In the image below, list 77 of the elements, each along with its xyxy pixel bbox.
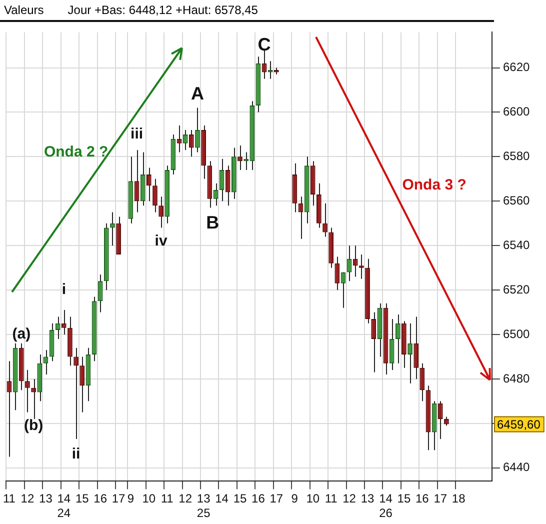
annotation: Onda 3 ? <box>402 176 466 194</box>
candlestick <box>395 314 400 364</box>
candlestick <box>408 322 412 384</box>
annotation: Onda 2 ? <box>44 143 108 160</box>
candlestick <box>225 165 230 206</box>
annotation: B <box>206 212 220 232</box>
x-tick-label: 16 <box>94 492 108 506</box>
candlestick <box>43 350 48 376</box>
y-tick-label: 6600 <box>503 104 530 119</box>
y-tick-label: 6540 <box>503 238 530 252</box>
x-tick-label: 17 <box>434 492 448 506</box>
candlestick <box>371 312 376 373</box>
chart-subtitle: Jour +Bas: 6448,12 +Haut: 6578,45 <box>68 3 258 17</box>
candlestick <box>352 245 358 278</box>
x-tick-label: 9 <box>291 492 298 506</box>
x-tick-label: 13 25 <box>196 492 211 520</box>
x-tick-label: 12 <box>20 492 34 506</box>
candlestick <box>55 316 60 340</box>
chart-title: Valeurs <box>4 3 44 17</box>
x-tick-label: 12 <box>342 492 356 506</box>
annotation: (a) <box>12 326 31 343</box>
candlestick <box>61 310 66 335</box>
x-tick-label: 14 <box>215 492 229 506</box>
annotation: ii <box>72 446 80 463</box>
x-tick-label: 16 <box>252 492 266 506</box>
annotation: i <box>62 281 66 298</box>
y-tick-label: 6440 <box>503 460 530 474</box>
x-tick-label: 11 <box>324 492 338 506</box>
annotation: A <box>190 83 204 104</box>
y-tick-label: 6560 <box>503 193 530 208</box>
x-tick-label: 15 <box>397 492 411 506</box>
x-tick-label: 18 <box>452 492 466 506</box>
candlestick <box>414 316 419 380</box>
x-tick-label: 15 <box>233 492 247 506</box>
candlestick <box>25 370 30 413</box>
x-tick-label: 11 <box>160 492 174 506</box>
candlestick <box>31 378 36 420</box>
x-tick-label: 11 <box>3 492 16 506</box>
x-tick-label: 17 <box>112 492 126 506</box>
candlestick <box>98 274 103 313</box>
y-tick-label: 6620 <box>503 60 530 74</box>
y-tick-label: 6580 <box>503 148 530 163</box>
candlestick <box>195 107 200 153</box>
candlestick <box>110 212 115 246</box>
x-tick-label: 10 <box>142 492 156 506</box>
candlestick <box>6 360 12 458</box>
candlestick <box>359 254 364 280</box>
candlestick <box>80 356 85 413</box>
x-tick-label: 13 <box>39 492 53 506</box>
x-tick-label: 14 24 <box>57 492 71 520</box>
x-tick-label: 16 <box>415 492 430 506</box>
candlestick <box>158 196 164 228</box>
candlestick <box>420 362 425 402</box>
y-tick-label: 6500 <box>503 326 530 341</box>
candlestick <box>438 400 443 440</box>
candlestick <box>146 167 152 202</box>
x-tick-label: 14 26 <box>379 492 393 520</box>
candlestick <box>322 202 328 238</box>
x-tick-label: 15 <box>75 492 90 506</box>
y-tick-label: 6520 <box>503 282 530 296</box>
y-tick-label: 6480 <box>503 371 530 386</box>
x-tick-label: 9 <box>127 492 134 506</box>
annotation: (b) <box>24 416 44 434</box>
candlestick <box>188 130 194 158</box>
x-tick-label: 12 <box>178 492 192 506</box>
candlestick <box>182 130 188 151</box>
annotation: iv <box>154 232 168 250</box>
candlestick <box>334 256 340 291</box>
x-tick-label: 13 <box>360 492 375 506</box>
annotation: C <box>258 34 271 55</box>
candlestick <box>152 178 158 213</box>
text: 6459,60 <box>497 418 541 432</box>
candlestick <box>238 145 242 171</box>
x-tick-label: 10 <box>306 492 320 506</box>
candlestick <box>74 347 78 440</box>
x-tick-label: 17 <box>270 492 284 506</box>
annotation: iii <box>130 126 144 143</box>
